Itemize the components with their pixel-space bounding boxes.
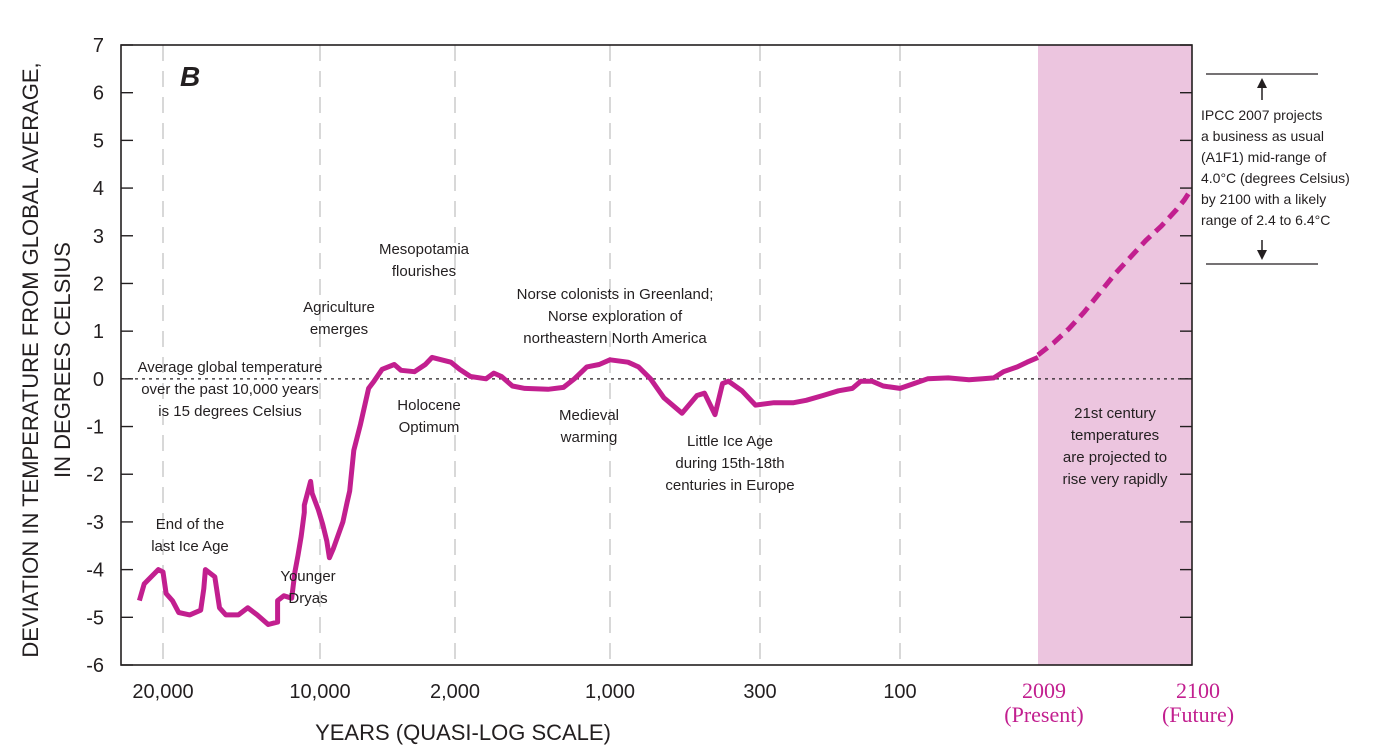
y-axis-title-line-1: DEVIATION IN TEMPERATURE FROM GLOBAL AVE… bbox=[18, 62, 43, 657]
plot-frame bbox=[120, 44, 1193, 666]
x-tick-label: 1,000 bbox=[585, 681, 635, 703]
y-tick-label: 7 bbox=[93, 35, 104, 57]
x-tick-label: 100 bbox=[883, 681, 916, 703]
annotation-holocene: Holocene Optimum bbox=[397, 397, 460, 436]
panel-label: B bbox=[180, 61, 200, 92]
annotation-line: End of the bbox=[156, 516, 224, 533]
annotation-line: range of 2.4 to 6.4°C bbox=[1201, 212, 1330, 228]
y-tick-label: -3 bbox=[86, 512, 104, 534]
y-tick-label: -4 bbox=[86, 560, 104, 582]
annotation-line: warming bbox=[560, 429, 618, 446]
ipcc-range-markers bbox=[1206, 73, 1318, 265]
y-tick-label: 3 bbox=[93, 226, 104, 248]
annotation-line: 4.0°C (degrees Celsius) bbox=[1201, 170, 1350, 186]
arrow-up-icon bbox=[1257, 78, 1267, 100]
annotation-norse: Norse colonists in Greenland; Norse explo… bbox=[517, 286, 714, 347]
x-tick-label: 20,000 bbox=[132, 681, 193, 703]
annotation-line: Little Ice Age bbox=[687, 433, 773, 450]
annotation-line: 21st century bbox=[1074, 405, 1156, 422]
annotation-line: (A1F1) mid-range of bbox=[1201, 149, 1326, 165]
y-tick-label: -2 bbox=[86, 464, 104, 486]
annotation-21st-century: 21st century temperatures are projected to… bbox=[1062, 405, 1168, 488]
annotation-line: is 15 degrees Celsius bbox=[158, 403, 301, 420]
annotation-line: Optimum bbox=[399, 419, 460, 436]
annotation-line: northeastern North America bbox=[523, 330, 707, 347]
x-axis-ticks: 20,000 10,000 2,000 1,000 300 100 2009(Present… bbox=[132, 678, 1234, 727]
x-tick-label: 10,000 bbox=[289, 681, 350, 703]
annotation-line: centuries in Europe bbox=[665, 477, 794, 494]
projection-band bbox=[1038, 45, 1192, 665]
arrow-down-icon bbox=[1257, 240, 1267, 260]
y-axis-title: DEVIATION IN TEMPERATURE FROM GLOBAL AVE… bbox=[18, 62, 75, 657]
x-tick-sublabel: (Future) bbox=[1162, 702, 1234, 727]
annotation-line: by 2100 with a likely bbox=[1201, 191, 1326, 207]
y-axis-title-line-2: IN DEGREES CELSIUS bbox=[50, 242, 75, 478]
annotation-agriculture: Agriculture emerges bbox=[303, 299, 375, 338]
annotation-mesopotamia: Mesopotamia flourishes bbox=[379, 241, 470, 280]
annotation-line: Holocene bbox=[397, 397, 460, 414]
annotation-line: last Ice Age bbox=[151, 538, 229, 555]
projection-line bbox=[1036, 186, 1195, 357]
annotation-medieval: Medieval warming bbox=[559, 407, 619, 446]
annotation-line: Norse exploration of bbox=[548, 308, 683, 325]
series-layer bbox=[136, 186, 1195, 627]
annotation-line: flourishes bbox=[392, 263, 456, 280]
y-tick-label: 5 bbox=[93, 130, 104, 152]
annotation-line: temperatures bbox=[1071, 427, 1159, 444]
annotation-line: emerges bbox=[310, 321, 368, 338]
annotation-ipcc: IPCC 2007 projects a business as usual (A1… bbox=[1201, 107, 1350, 228]
annotation-line: Younger bbox=[280, 568, 335, 585]
x-tick-label: 2,000 bbox=[430, 681, 480, 703]
annotation-avg-temp: Average global temperature over the past … bbox=[138, 359, 323, 420]
annotation-line: a business as usual bbox=[1201, 128, 1324, 144]
y-tick-label: 6 bbox=[93, 83, 104, 105]
annotation-line: are projected to bbox=[1063, 449, 1167, 466]
gridlines bbox=[162, 45, 901, 665]
y-tick-label: 1 bbox=[93, 321, 104, 343]
y-tick-label: -1 bbox=[86, 417, 104, 439]
y-tick-label: 2 bbox=[93, 273, 104, 295]
x-tick-label: 2100 bbox=[1176, 678, 1220, 703]
x-tick-label: 300 bbox=[743, 681, 776, 703]
x-axis-title: YEARS (QUASI-LOG SCALE) bbox=[315, 720, 611, 745]
annotation-line: Agriculture bbox=[303, 299, 375, 316]
annotations: End of the last Ice Age Younger Dryas Averag… bbox=[138, 107, 1350, 607]
annotation-ice-age: End of the last Ice Age bbox=[151, 516, 229, 555]
x-tick-label: 2009 bbox=[1022, 678, 1066, 703]
annotation-line: during 15th-18th bbox=[675, 455, 784, 472]
annotation-line: Average global temperature bbox=[138, 359, 323, 376]
annotation-line: Dryas bbox=[288, 590, 327, 607]
annotation-line: Medieval bbox=[559, 407, 619, 424]
x-tick-sublabel: (Present) bbox=[1004, 702, 1083, 727]
annotation-line: IPCC 2007 projects bbox=[1201, 107, 1322, 123]
annotation-line: Norse colonists in Greenland; bbox=[517, 286, 714, 303]
y-tick-label: -6 bbox=[86, 655, 104, 677]
y-tick-label: 4 bbox=[93, 178, 104, 200]
annotation-line: rise very rapidly bbox=[1062, 471, 1168, 488]
y-tick-label: -5 bbox=[86, 607, 104, 629]
y-axis-ticks: 7 6 5 4 3 2 1 0 -1 -2 -3 -4 -5 -6 bbox=[86, 35, 1192, 677]
annotation-line: over the past 10,000 years bbox=[141, 381, 319, 398]
annotation-line: Mesopotamia bbox=[379, 241, 470, 258]
annotation-little-ice-age: Little Ice Age during 15th-18th centuries … bbox=[665, 433, 794, 494]
annotation-younger-dryas: Younger Dryas bbox=[280, 568, 335, 607]
y-tick-label: 0 bbox=[93, 369, 104, 391]
temperature-line bbox=[136, 354, 1039, 627]
